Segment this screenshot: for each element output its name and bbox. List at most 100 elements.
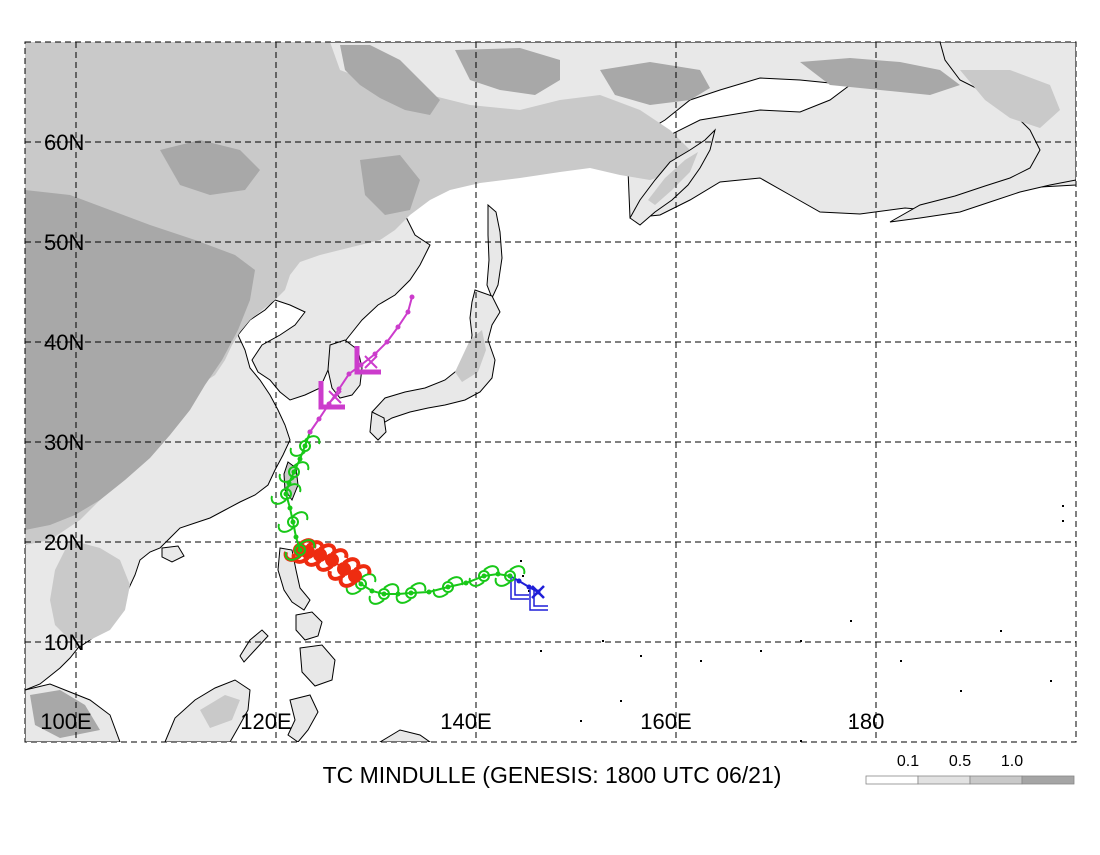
terrain-high-3: [455, 48, 560, 95]
storm-icon: [432, 576, 464, 598]
landmass-palawan: [239, 629, 269, 663]
legend-label: 1.0: [1001, 753, 1023, 770]
terrain-borneo: [200, 695, 240, 728]
track-point: [463, 580, 469, 586]
track-point: [316, 416, 322, 422]
lat-label: 50N: [44, 230, 84, 255]
terrain-high-5: [800, 58, 960, 95]
track-point: [293, 534, 299, 540]
track-point: [507, 573, 513, 579]
terrain-alaska: [960, 70, 1060, 128]
legend-swatch: [865, 775, 919, 785]
low-open-icon: [529, 588, 548, 611]
track-point: [408, 590, 414, 596]
track-segment: [307, 294, 415, 435]
track-segment: [345, 565, 526, 605]
track-point: [358, 581, 364, 587]
terrain-high-2: [340, 45, 440, 115]
track-point: [297, 456, 303, 462]
landmass-korea: [327, 339, 363, 399]
track-point: [291, 469, 297, 475]
precipitation-legend: 0.1 0.5 1.0: [865, 753, 1075, 785]
track-point: [297, 547, 303, 553]
terrain-layer: [25, 42, 1076, 742]
track-point: [307, 429, 313, 435]
map-frame: [24, 41, 1077, 743]
track-point: [409, 294, 415, 300]
graticule: [25, 42, 1076, 742]
lat-label: 10N: [44, 630, 84, 655]
low-open-icon: [510, 577, 529, 600]
low-solid-icon: [318, 381, 345, 410]
low-solid-icon: [354, 346, 381, 375]
track-point: [445, 584, 451, 590]
track-point: [395, 324, 401, 330]
legend-label: 0.5: [949, 753, 971, 770]
track-point: [358, 362, 364, 368]
terrain-high-6: [160, 140, 260, 195]
storm-icon: [395, 582, 427, 604]
storm-icon: [368, 583, 400, 605]
lat-label: 30N: [44, 430, 84, 455]
landmass-sulawesi: [287, 694, 319, 742]
terrain-high-4: [600, 62, 710, 105]
terrain-high-7: [360, 155, 420, 215]
landmass-kyushu: [369, 411, 387, 441]
terrain-high: [25, 190, 255, 530]
track-point: [526, 584, 532, 590]
storm-icon: [270, 483, 302, 505]
track-point: [395, 591, 401, 597]
legend-swatch: [1021, 775, 1075, 785]
landmass-sakhalin: [486, 203, 503, 300]
track-point: [302, 443, 308, 449]
lon-label: 120E: [240, 709, 291, 734]
lon-label: 100E: [40, 709, 91, 734]
storm-icon: [468, 565, 500, 587]
track-point: [384, 339, 390, 345]
legend-swatch: [917, 775, 971, 785]
landmass-new-guinea: [379, 729, 431, 742]
lon-label: 160E: [640, 709, 691, 734]
track-point: [369, 588, 375, 594]
track-point: [283, 491, 289, 497]
terrain-kamchatka: [648, 152, 698, 205]
lat-label: 40N: [44, 330, 84, 355]
pacific-islands: [520, 505, 1064, 742]
legend-swatch: [969, 775, 1023, 785]
lon-label: 180: [848, 709, 885, 734]
lat-label: 20N: [44, 530, 84, 555]
track-point: [381, 591, 387, 597]
storm-icon: [284, 539, 316, 561]
storm-track: [270, 294, 548, 611]
landmass-philippines-mindanao: [299, 644, 336, 687]
storm-icon: [494, 565, 526, 587]
track-point: [336, 386, 342, 392]
typhoon-icon: [327, 557, 361, 581]
map-title: TC MINDULLE (GENESIS: 1800 UTC 06/21): [323, 762, 782, 788]
landmass-philippines-visayas: [295, 611, 323, 641]
genesis-marker-icon: [531, 585, 545, 599]
track-point: [287, 505, 293, 511]
track-segment: [270, 429, 321, 561]
track-point: [346, 371, 352, 377]
storm-icon: [278, 461, 310, 483]
track-point: [405, 309, 411, 315]
track-point: [290, 519, 296, 525]
landmass-hainan: [161, 545, 185, 563]
storm-icon: [277, 511, 309, 533]
lat-label: 60N: [44, 130, 84, 155]
storm-icon: [289, 435, 321, 457]
track-point: [516, 578, 522, 584]
track-point: [372, 351, 378, 357]
latitude-labels: 60N 50N 40N 30N 20N 10N: [44, 130, 84, 655]
lon-label: 140E: [440, 709, 491, 734]
longitude-labels: 100E 120E 140E 160E 180: [40, 709, 884, 734]
terrain-mid-2: [50, 540, 130, 640]
track-point: [481, 573, 487, 579]
terrain-malaya: [30, 690, 100, 738]
track-point: [426, 589, 432, 595]
legend-label: 0.1: [897, 753, 919, 770]
terrain-japan: [455, 330, 486, 382]
